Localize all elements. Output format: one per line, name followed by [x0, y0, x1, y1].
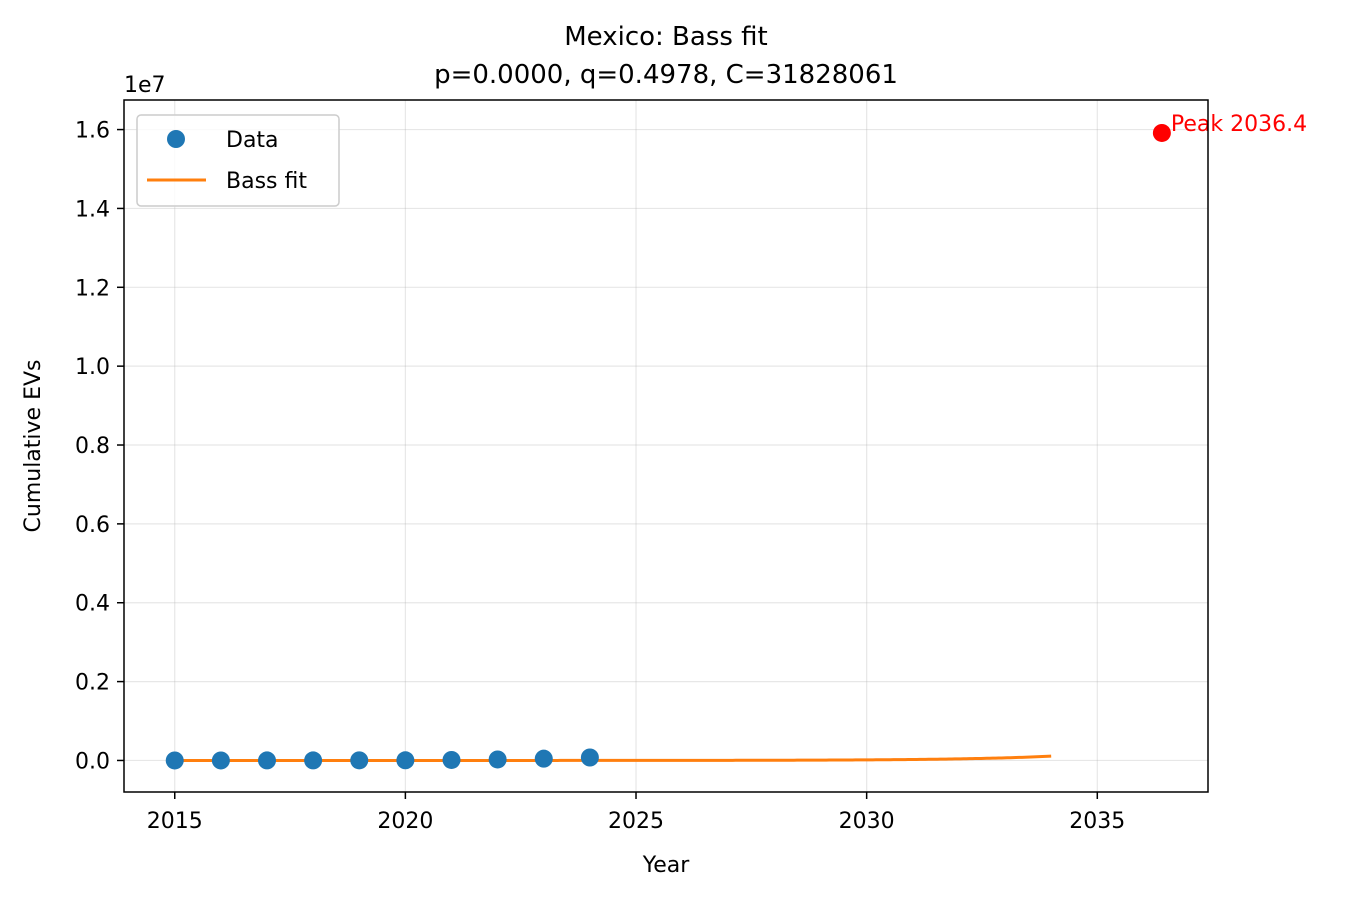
x-tick-label: 2030 — [839, 809, 895, 834]
axes-frame — [123, 99, 1209, 793]
data-point — [211, 751, 230, 770]
y-tick-label: 1.2 — [75, 276, 110, 301]
plot-area: Peak 2036.4 — [165, 112, 1307, 770]
data-point — [350, 751, 369, 770]
y-axis-label: Cumulative EVs — [21, 360, 46, 533]
y-tick-label: 0.6 — [75, 513, 110, 538]
y-offset-label: 1e7 — [124, 73, 166, 98]
data-point — [580, 748, 599, 767]
legend-box — [136, 114, 340, 207]
y-tick-label: 0.0 — [75, 749, 110, 774]
legend-data-marker — [167, 130, 185, 148]
data-point — [442, 750, 461, 769]
data-point — [396, 751, 415, 770]
chart-subtitle: p=0.0000, q=0.4978, C=31828061 — [434, 60, 898, 90]
data-point — [488, 750, 507, 769]
data-point — [257, 751, 276, 770]
legend-label-bass-fit: Bass fit — [226, 169, 307, 194]
x-tick-label: 2020 — [377, 809, 433, 834]
peak-marker — [1152, 123, 1171, 142]
y-tick-label: 0.2 — [75, 671, 110, 696]
y-tick-label: 1.6 — [75, 119, 110, 144]
x-axis-label: Year — [642, 853, 691, 878]
legend-label-data: Data — [226, 128, 279, 153]
grid-lines — [124, 100, 1208, 792]
y-tick-label: 0.4 — [75, 592, 110, 617]
data-point — [534, 749, 553, 768]
legend: Data Bass fit — [136, 114, 340, 207]
y-tick-label: 1.4 — [75, 197, 110, 222]
peak-label: Peak 2036.4 — [1171, 112, 1307, 137]
x-tick-label: 2015 — [147, 809, 203, 834]
y-tick-label: 0.8 — [75, 434, 110, 459]
x-tick-label: 2025 — [608, 809, 664, 834]
data-point — [304, 751, 323, 770]
axis-ticks: 2015 2020 2025 2030 2035 0.0 0.2 0.4 0.6 0.8 1.0 1.… — [75, 119, 1125, 834]
y-tick-label: 1.0 — [75, 355, 110, 380]
data-point — [165, 751, 184, 770]
x-tick-label: 2035 — [1069, 809, 1125, 834]
chart-title: Mexico: Bass fit — [564, 22, 768, 52]
